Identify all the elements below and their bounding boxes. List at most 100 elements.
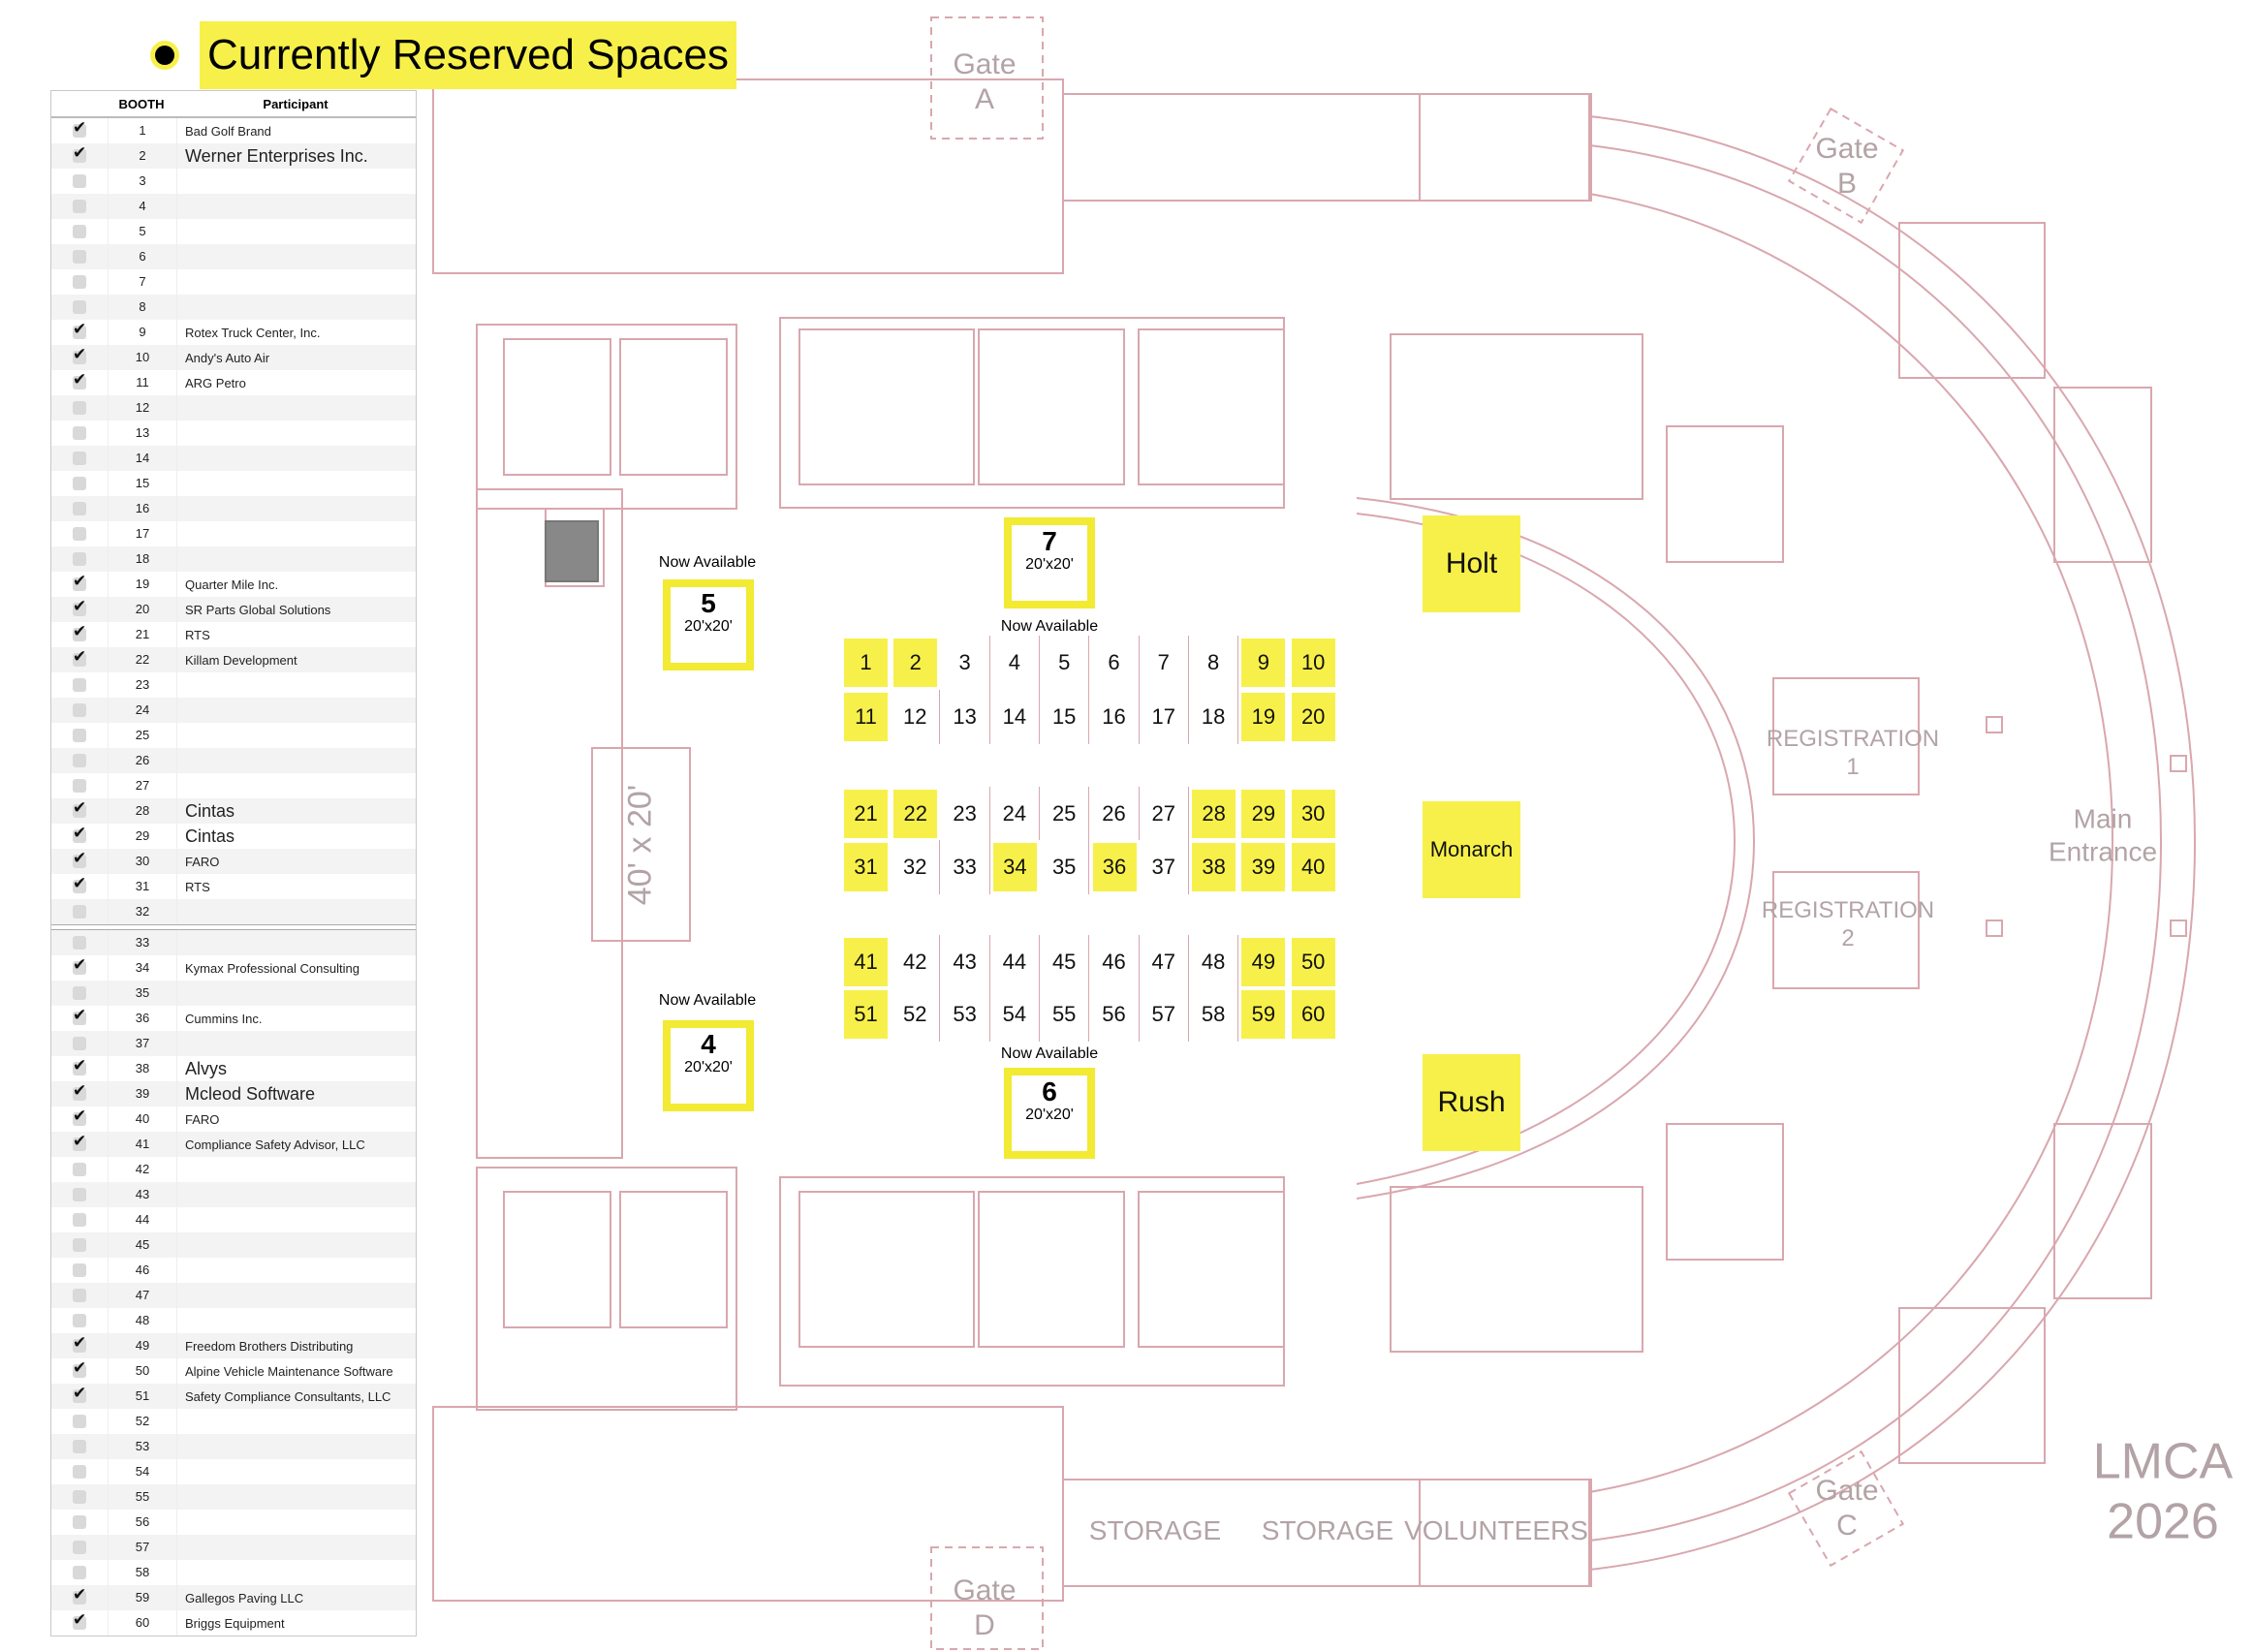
booth-27[interactable]: 27 bbox=[1140, 787, 1189, 841]
booth-47[interactable]: 47 bbox=[1140, 935, 1189, 989]
booth-34[interactable]: 34 bbox=[989, 840, 1040, 894]
space-6[interactable]: 6 20'x20' bbox=[1004, 1068, 1095, 1159]
booth-20[interactable]: 20 bbox=[1288, 690, 1338, 744]
booth-60[interactable]: 60 bbox=[1288, 987, 1338, 1042]
booth-15[interactable]: 15 bbox=[1040, 690, 1090, 744]
reserved-checkbox[interactable] bbox=[73, 174, 86, 188]
booth-16[interactable]: 16 bbox=[1090, 690, 1140, 744]
booth-30[interactable]: 30 bbox=[1288, 787, 1338, 841]
booth-56[interactable]: 56 bbox=[1090, 987, 1140, 1042]
reserved-checkbox[interactable] bbox=[73, 1289, 86, 1302]
reserved-checkbox[interactable] bbox=[73, 143, 86, 163]
reserved-checkbox[interactable] bbox=[73, 572, 86, 591]
reserved-checkbox[interactable] bbox=[73, 1333, 86, 1353]
reserved-checkbox[interactable] bbox=[73, 452, 86, 465]
booth-19[interactable]: 19 bbox=[1238, 690, 1289, 744]
reserved-checkbox[interactable] bbox=[73, 905, 86, 919]
reserved-checkbox[interactable] bbox=[73, 200, 86, 213]
reserved-checkbox[interactable] bbox=[73, 1415, 86, 1428]
reserved-checkbox[interactable] bbox=[73, 225, 86, 238]
reserved-checkbox[interactable] bbox=[73, 1440, 86, 1453]
booth-29[interactable]: 29 bbox=[1238, 787, 1289, 841]
booth-22[interactable]: 22 bbox=[891, 787, 941, 841]
reserved-checkbox[interactable] bbox=[73, 1263, 86, 1277]
booth-50[interactable]: 50 bbox=[1288, 935, 1338, 989]
booth-25[interactable]: 25 bbox=[1040, 787, 1090, 841]
reserved-checkbox[interactable] bbox=[73, 118, 86, 138]
reserved-checkbox[interactable] bbox=[73, 1465, 86, 1479]
booth-51[interactable]: 51 bbox=[841, 987, 891, 1042]
reserved-checkbox[interactable] bbox=[73, 754, 86, 767]
booth-33[interactable]: 33 bbox=[941, 840, 990, 894]
booth-31[interactable]: 31 bbox=[841, 840, 891, 894]
reserved-checkbox[interactable] bbox=[73, 703, 86, 717]
reserved-checkbox[interactable] bbox=[73, 1238, 86, 1252]
booth-23[interactable]: 23 bbox=[941, 787, 990, 841]
booth-42[interactable]: 42 bbox=[891, 935, 941, 989]
booth-2[interactable]: 2 bbox=[891, 636, 941, 690]
reserved-checkbox[interactable] bbox=[73, 275, 86, 289]
booth-9[interactable]: 9 bbox=[1238, 636, 1289, 690]
reserved-checkbox[interactable] bbox=[73, 824, 86, 843]
reserved-checkbox[interactable] bbox=[73, 552, 86, 566]
booth-35[interactable]: 35 bbox=[1040, 840, 1090, 894]
booth-18[interactable]: 18 bbox=[1189, 690, 1239, 744]
booth-13[interactable]: 13 bbox=[941, 690, 990, 744]
reserved-checkbox[interactable] bbox=[73, 1541, 86, 1554]
booth-49[interactable]: 49 bbox=[1238, 935, 1289, 989]
reserved-checkbox[interactable] bbox=[73, 779, 86, 793]
booth-36[interactable]: 36 bbox=[1089, 840, 1140, 894]
reserved-checkbox[interactable] bbox=[73, 647, 86, 667]
reserved-checkbox[interactable] bbox=[73, 1163, 86, 1176]
booth-38[interactable]: 38 bbox=[1189, 840, 1239, 894]
reserved-checkbox[interactable] bbox=[73, 986, 86, 1000]
reserved-checkbox[interactable] bbox=[73, 1610, 86, 1630]
room-monarch[interactable]: Monarch bbox=[1423, 801, 1520, 898]
reserved-checkbox[interactable] bbox=[73, 1384, 86, 1403]
reserved-checkbox[interactable] bbox=[73, 798, 86, 818]
space-4[interactable]: 4 20'x20' bbox=[663, 1020, 754, 1111]
reserved-checkbox[interactable] bbox=[73, 955, 86, 975]
booth-48[interactable]: 48 bbox=[1189, 935, 1239, 989]
booth-7[interactable]: 7 bbox=[1140, 636, 1189, 690]
reserved-checkbox[interactable] bbox=[73, 1107, 86, 1126]
booth-17[interactable]: 17 bbox=[1140, 690, 1189, 744]
reserved-checkbox[interactable] bbox=[73, 250, 86, 264]
booth-59[interactable]: 59 bbox=[1238, 987, 1289, 1042]
reserved-checkbox[interactable] bbox=[73, 622, 86, 641]
reserved-checkbox[interactable] bbox=[73, 597, 86, 616]
space-7[interactable]: 7 20'x20' bbox=[1004, 517, 1095, 608]
booth-8[interactable]: 8 bbox=[1189, 636, 1239, 690]
reserved-checkbox[interactable] bbox=[73, 874, 86, 893]
reserved-checkbox[interactable] bbox=[73, 1132, 86, 1151]
reserved-checkbox[interactable] bbox=[73, 1585, 86, 1605]
reserved-checkbox[interactable] bbox=[73, 345, 86, 364]
booth-58[interactable]: 58 bbox=[1189, 987, 1239, 1042]
reserved-checkbox[interactable] bbox=[73, 1081, 86, 1101]
booth-21[interactable]: 21 bbox=[841, 787, 891, 841]
reserved-checkbox[interactable] bbox=[73, 502, 86, 515]
booth-52[interactable]: 52 bbox=[891, 987, 941, 1042]
reserved-checkbox[interactable] bbox=[73, 1188, 86, 1201]
booth-4[interactable]: 4 bbox=[990, 636, 1040, 690]
booth-5[interactable]: 5 bbox=[1040, 636, 1090, 690]
reserved-checkbox[interactable] bbox=[73, 1037, 86, 1050]
booth-32[interactable]: 32 bbox=[891, 840, 941, 894]
reserved-checkbox[interactable] bbox=[73, 527, 86, 541]
reserved-checkbox[interactable] bbox=[73, 936, 86, 950]
reserved-checkbox[interactable] bbox=[73, 370, 86, 390]
reserved-checkbox[interactable] bbox=[73, 1006, 86, 1025]
booth-10[interactable]: 10 bbox=[1288, 636, 1338, 690]
booth-53[interactable]: 53 bbox=[941, 987, 990, 1042]
booth-28[interactable]: 28 bbox=[1189, 787, 1239, 841]
booth-39[interactable]: 39 bbox=[1238, 840, 1289, 894]
room-holt[interactable]: Holt bbox=[1423, 515, 1520, 612]
booth-43[interactable]: 43 bbox=[941, 935, 990, 989]
booth-57[interactable]: 57 bbox=[1140, 987, 1189, 1042]
space-5[interactable]: 5 20'x20' bbox=[663, 579, 754, 670]
reserved-checkbox[interactable] bbox=[73, 1358, 86, 1378]
reserved-checkbox[interactable] bbox=[73, 729, 86, 742]
booth-40[interactable]: 40 bbox=[1288, 840, 1338, 894]
reserved-checkbox[interactable] bbox=[73, 300, 86, 314]
booth-1[interactable]: 1 bbox=[841, 636, 891, 690]
